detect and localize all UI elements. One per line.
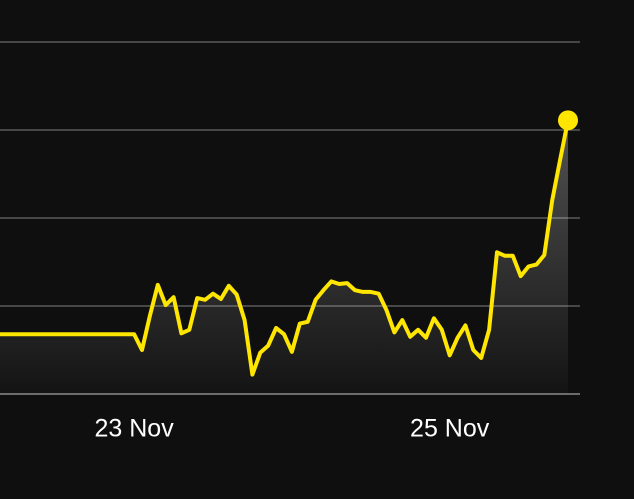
- area: [0, 120, 568, 395]
- x-tick-label: 25 Nov: [410, 415, 490, 443]
- line: [0, 119, 570, 377]
- end-dot: [558, 110, 578, 131]
- x-tick-label: 23 Nov: [95, 415, 175, 443]
